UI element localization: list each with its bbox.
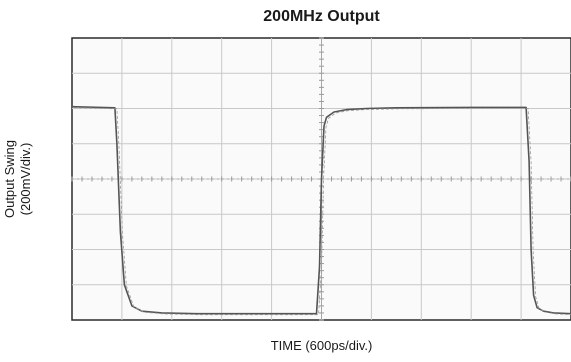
x-axis-label: TIME (600ps/div.) — [72, 338, 571, 353]
